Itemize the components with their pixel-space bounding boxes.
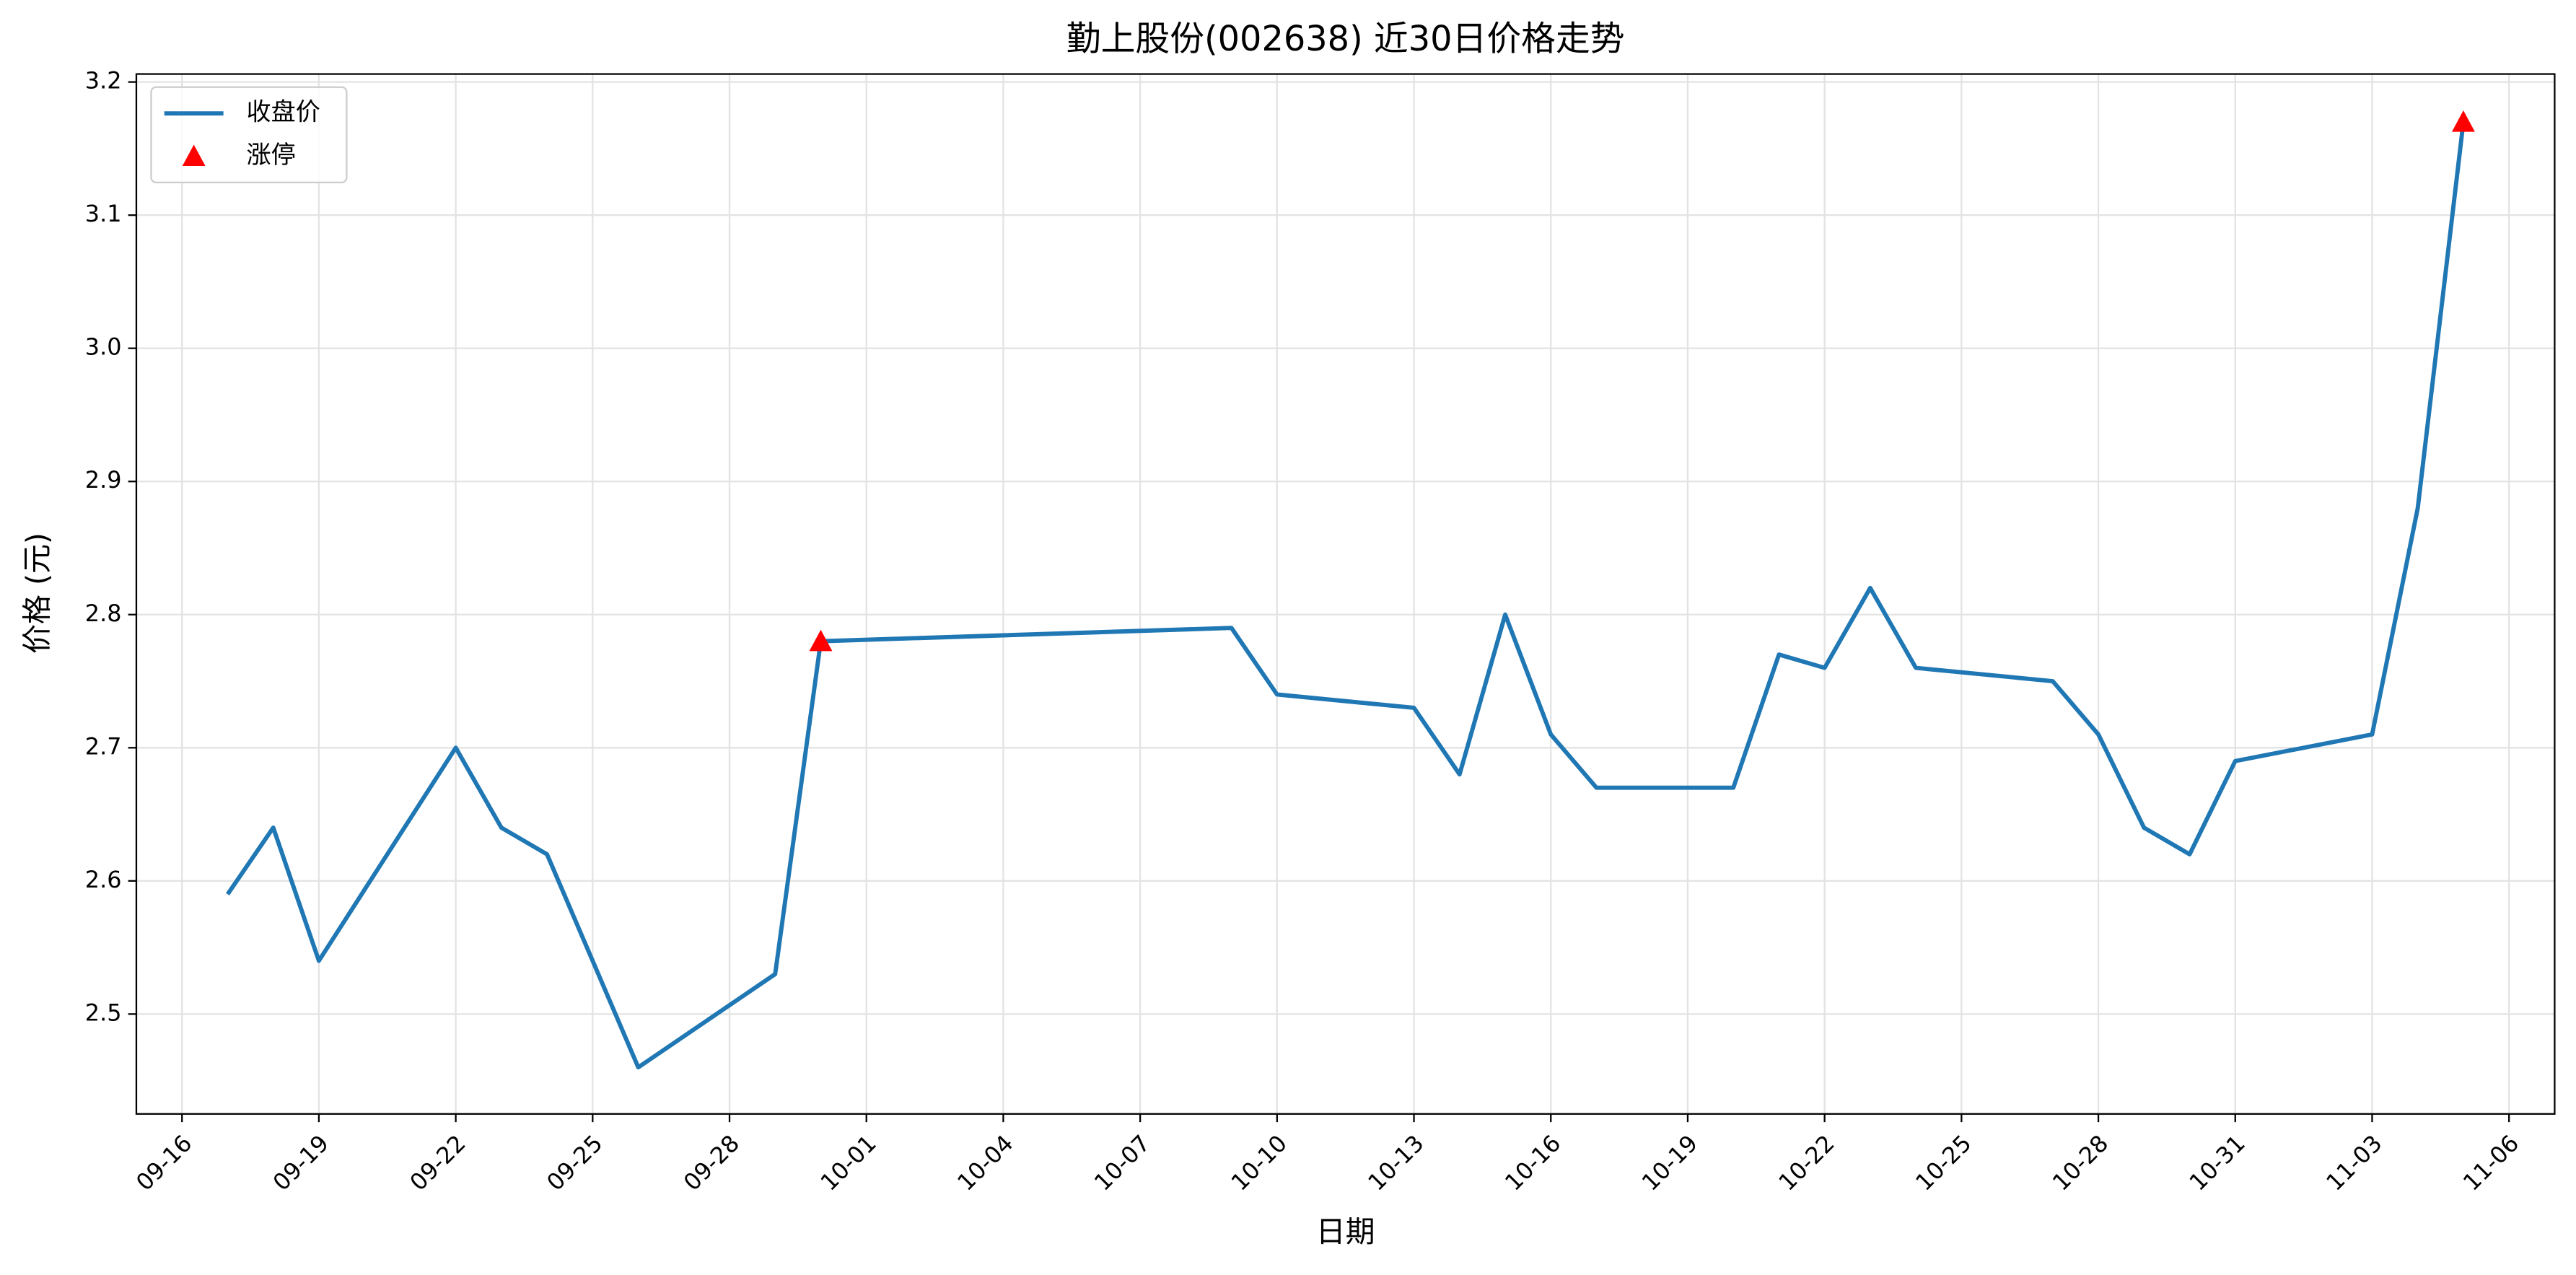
y-tick-label: 2.6 bbox=[85, 866, 122, 893]
y-tick-label: 3.2 bbox=[85, 67, 122, 95]
legend-marker bbox=[182, 144, 206, 167]
limit-up-marker bbox=[809, 629, 833, 652]
y-tick-label: 2.5 bbox=[85, 999, 122, 1026]
y-tick-label: 2.8 bbox=[85, 600, 122, 627]
price-line bbox=[226, 121, 2466, 1070]
y-tick-label: 3.0 bbox=[85, 333, 122, 361]
chart-title: 勤上股份(002638) 近30日价格走势 bbox=[1066, 19, 1625, 59]
legend-label: 收盘价 bbox=[247, 98, 320, 127]
legend-label: 涨停 bbox=[247, 141, 296, 170]
y-axis-label: 价格 (元) bbox=[20, 533, 55, 654]
axes-frame bbox=[135, 73, 2556, 1115]
y-tick-label: 2.9 bbox=[85, 466, 122, 494]
limit-up-marker bbox=[2451, 110, 2475, 132]
y-tick-label: 3.1 bbox=[85, 200, 122, 227]
x-axis-label: 日期 bbox=[1316, 1214, 1375, 1249]
y-tick-label: 2.7 bbox=[85, 732, 122, 760]
